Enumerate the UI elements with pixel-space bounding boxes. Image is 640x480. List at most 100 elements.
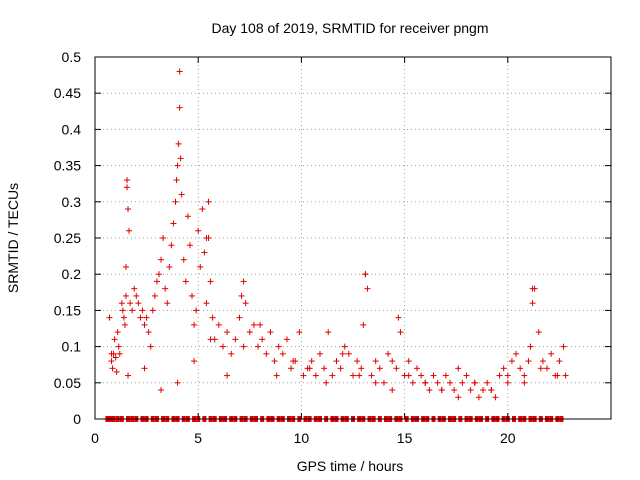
data-point	[158, 256, 165, 263]
data-point	[207, 278, 214, 285]
data-point	[438, 387, 445, 394]
data-point	[118, 300, 125, 307]
data-point	[560, 343, 567, 350]
data-point	[197, 263, 204, 270]
data-point	[209, 314, 216, 321]
data-point	[484, 379, 491, 386]
data-point	[521, 372, 528, 379]
x-tick-label: 5	[194, 430, 202, 446]
data-point	[162, 285, 169, 292]
x-axis-ticks: 0 5 10 15 20	[91, 57, 516, 446]
y-tick-label: 0.5	[62, 49, 82, 65]
data-point	[143, 314, 150, 321]
y-tick-label: 0.35	[54, 158, 81, 174]
data-point	[215, 321, 222, 328]
data-point	[393, 365, 400, 372]
data-point	[463, 372, 470, 379]
data-point	[170, 220, 177, 227]
data-point	[127, 300, 134, 307]
data-point	[174, 162, 181, 169]
data-point	[176, 68, 183, 75]
data-point	[166, 263, 173, 270]
data-point	[175, 140, 182, 147]
data-point	[316, 350, 323, 357]
data-point	[131, 285, 138, 292]
data-point	[228, 350, 235, 357]
data-point	[119, 307, 126, 314]
data-point	[271, 358, 278, 365]
data-point	[283, 336, 290, 343]
data-point	[337, 365, 344, 372]
data-point	[263, 350, 270, 357]
x-tick-label: 0	[91, 430, 99, 446]
data-point	[372, 379, 379, 386]
data-point	[111, 336, 118, 343]
y-tick-label: 0.4	[62, 121, 82, 137]
data-point	[422, 379, 429, 386]
data-point	[279, 350, 286, 357]
data-point	[139, 307, 146, 314]
data-point	[409, 379, 416, 386]
data-point	[525, 358, 532, 365]
grid-lines	[95, 57, 611, 419]
data-point	[186, 242, 193, 249]
data-point	[114, 329, 121, 336]
chart-title: Day 108 of 2019, SRMTID for receiver png…	[211, 20, 488, 36]
data-point	[380, 379, 387, 386]
data-point	[544, 365, 551, 372]
x-tick-label: 20	[500, 430, 516, 446]
data-point	[147, 343, 154, 350]
data-point	[176, 104, 183, 111]
data-point	[325, 329, 332, 336]
data-point	[554, 372, 561, 379]
data-point	[492, 394, 499, 401]
data-point	[141, 365, 148, 372]
x-axis-label: GPS time / hours	[297, 458, 404, 474]
data-point	[508, 358, 515, 365]
data-point	[500, 365, 507, 372]
data-point	[125, 372, 132, 379]
data-point	[113, 368, 120, 375]
data-point	[255, 343, 262, 350]
y-tick-label: 0.25	[54, 230, 81, 246]
y-tick-label: 0.15	[54, 302, 81, 318]
data-point	[232, 336, 239, 343]
data-point	[125, 206, 132, 213]
data-point	[160, 235, 167, 241]
data-point	[496, 372, 503, 379]
data-point	[168, 242, 175, 249]
data-point	[455, 394, 462, 401]
data-point	[173, 177, 180, 184]
data-point	[350, 372, 356, 379]
data-point	[238, 292, 245, 299]
data-point	[405, 358, 412, 365]
data-point	[195, 227, 202, 234]
data-point	[339, 350, 346, 357]
data-point	[151, 292, 158, 299]
data-point	[529, 300, 536, 307]
data-point	[205, 198, 212, 205]
data-point	[153, 278, 160, 285]
data-point	[447, 379, 454, 386]
data-point	[451, 387, 458, 394]
data-point	[133, 292, 140, 299]
y-tick-label: 0.1	[62, 339, 82, 355]
x-tick-label: 10	[294, 430, 310, 446]
data-point	[246, 329, 253, 336]
data-point	[341, 343, 348, 350]
data-point	[459, 379, 466, 386]
data-point	[236, 314, 243, 321]
data-point	[182, 278, 189, 285]
data-point	[273, 372, 280, 379]
data-point	[219, 343, 226, 350]
data-point	[389, 358, 396, 365]
data-point	[172, 198, 179, 205]
data-point	[184, 213, 191, 220]
data-point	[529, 285, 536, 292]
data-point	[145, 329, 152, 336]
data-point	[504, 379, 511, 386]
data-point	[109, 365, 116, 372]
data-point	[174, 379, 181, 386]
data-point	[116, 350, 123, 357]
data-point	[201, 249, 208, 256]
